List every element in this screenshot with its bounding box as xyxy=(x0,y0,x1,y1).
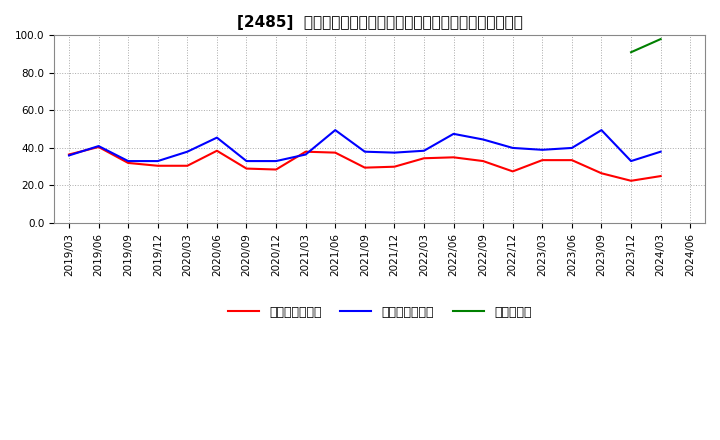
売上債権回転率 xyxy=(153,163,162,169)
買入債務回転率 xyxy=(271,158,280,164)
買入債務回転率 xyxy=(508,145,517,150)
買入債務回転率 xyxy=(597,128,606,133)
買入債務回転率 xyxy=(242,158,251,164)
買入債務回転率 xyxy=(538,147,546,152)
買入債務回転率 xyxy=(302,152,310,157)
売上債権回転率 xyxy=(508,169,517,174)
買入債務回転率 xyxy=(124,158,132,164)
Legend: 売上債権回転率, 買入債務回転率, 在庫回転率: 売上債権回転率, 買入債務回転率, 在庫回転率 xyxy=(222,301,536,323)
Line: 買入債務回転率: 買入債務回転率 xyxy=(69,130,661,161)
買入債務回転率 xyxy=(153,158,162,164)
売上債権回転率 xyxy=(65,152,73,157)
売上債権回転率 xyxy=(183,163,192,169)
買入債務回転率 xyxy=(183,149,192,154)
買入債務回転率 xyxy=(331,128,340,133)
売上債権回転率 xyxy=(479,158,487,164)
買入債務回転率 xyxy=(626,158,635,164)
買入債務回転率 xyxy=(567,145,576,150)
Title: [2485]  売上債権回転率、買入債務回転率、在庫回転率の推移: [2485] 売上債権回転率、買入債務回転率、在庫回転率の推移 xyxy=(237,15,523,30)
売上債権回転率 xyxy=(94,144,103,150)
買入債務回転率 xyxy=(212,135,221,140)
売上債権回転率 xyxy=(361,165,369,170)
売上債権回転率 xyxy=(271,167,280,172)
売上債権回転率 xyxy=(331,150,340,155)
売上債権回転率 xyxy=(124,160,132,165)
在庫回転率 xyxy=(626,50,635,55)
買入債務回転率 xyxy=(420,148,428,154)
買入債務回転率 xyxy=(390,150,399,155)
売上債権回転率 xyxy=(626,178,635,183)
Line: 在庫回転率: 在庫回転率 xyxy=(631,39,661,52)
在庫回転率 xyxy=(657,37,665,42)
売上債権回転率 xyxy=(567,158,576,163)
買入債務回転率 xyxy=(361,149,369,154)
売上債権回転率 xyxy=(420,156,428,161)
売上債権回転率 xyxy=(242,166,251,171)
買入債務回転率 xyxy=(449,131,458,136)
売上債権回転率 xyxy=(390,164,399,169)
買入債務回転率 xyxy=(479,137,487,142)
買入債務回転率 xyxy=(657,149,665,154)
売上債権回転率 xyxy=(212,148,221,154)
売上債権回転率 xyxy=(302,149,310,154)
売上債権回転率 xyxy=(449,155,458,160)
Line: 売上債権回転率: 売上債権回転率 xyxy=(69,147,661,181)
売上債権回転率 xyxy=(597,171,606,176)
買入債務回転率 xyxy=(94,143,103,149)
買入債務回転率 xyxy=(65,153,73,158)
売上債権回転率 xyxy=(657,173,665,179)
売上債権回転率 xyxy=(538,158,546,163)
